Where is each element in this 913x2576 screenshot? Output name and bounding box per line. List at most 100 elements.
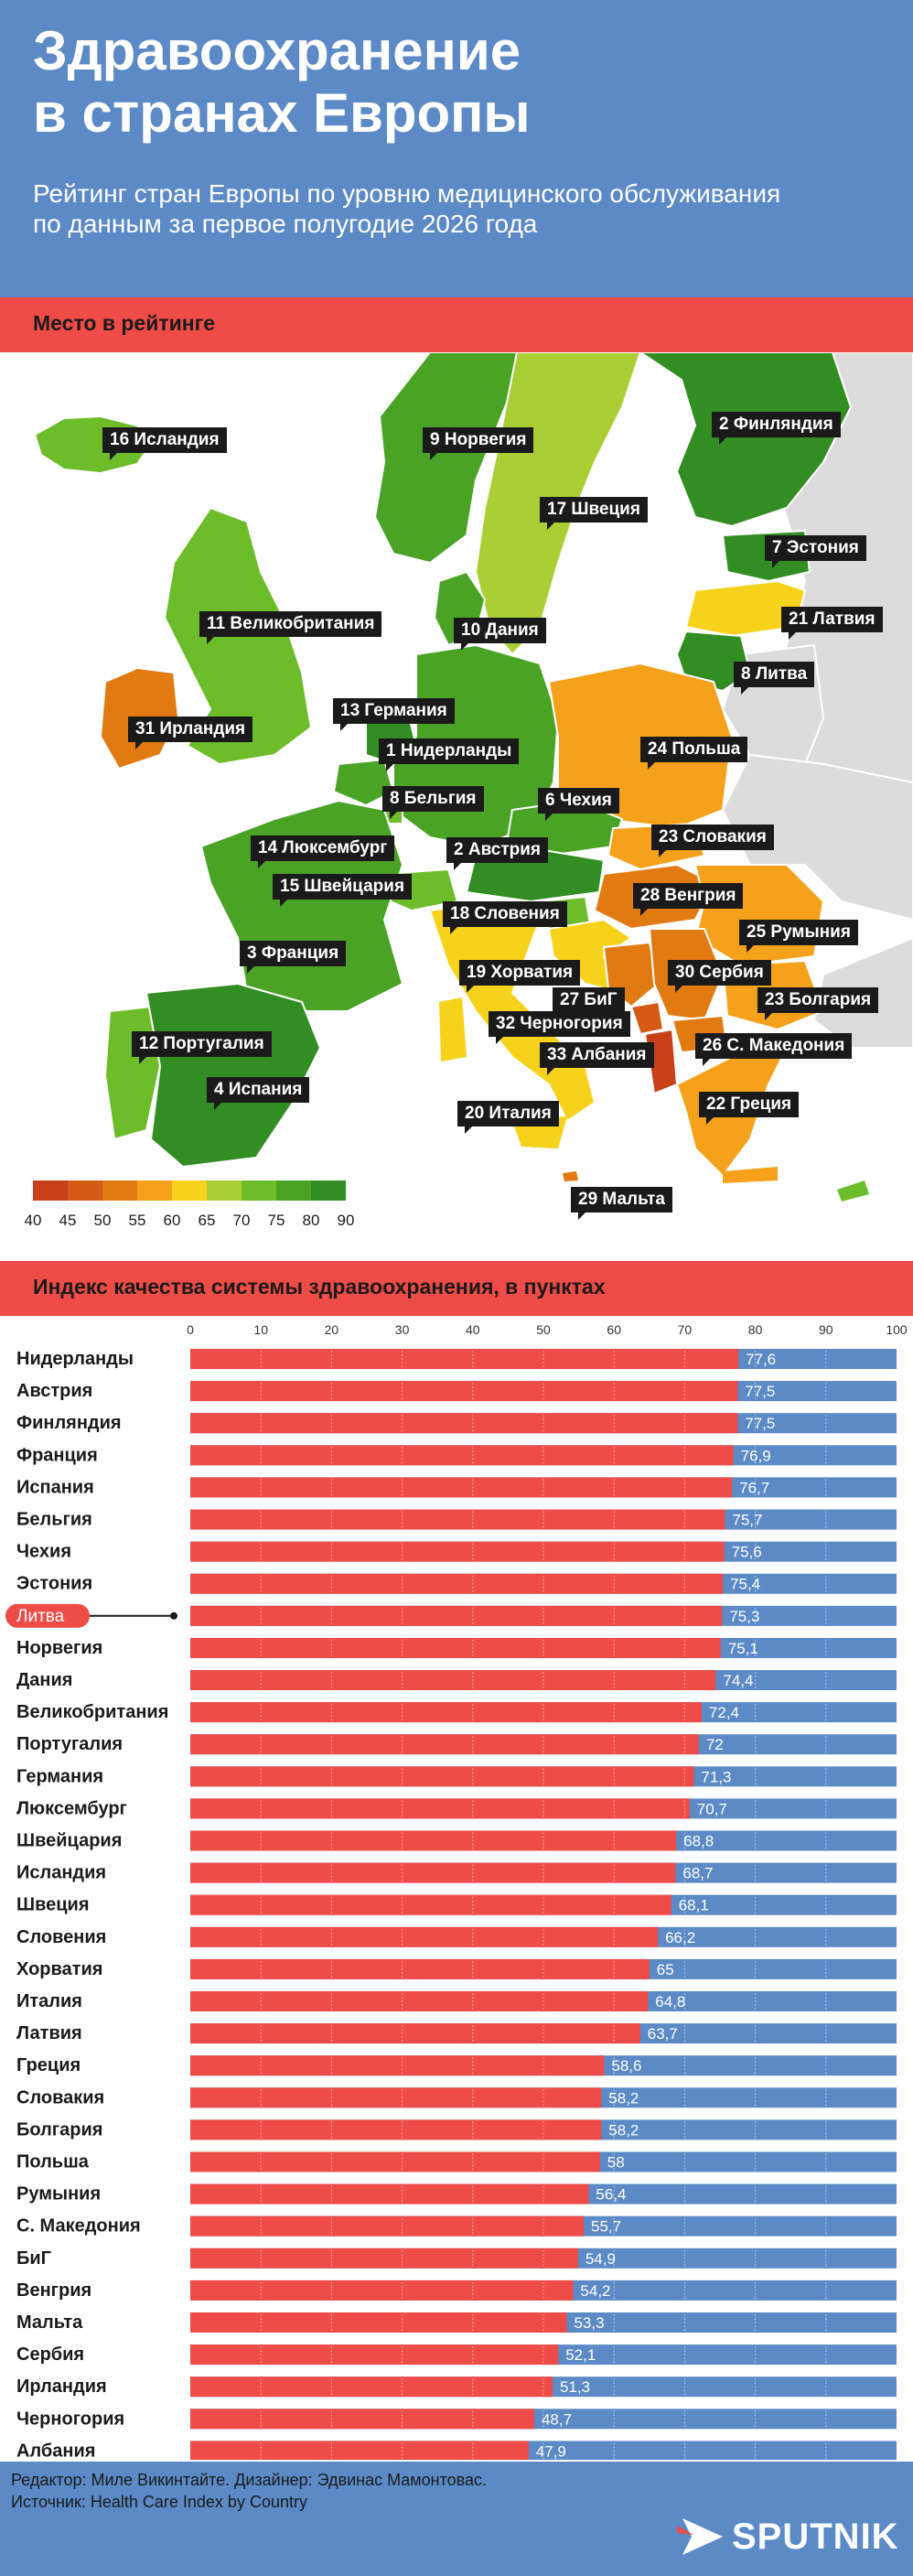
map-label: 8 Бельгия xyxy=(382,786,484,819)
footer xyxy=(0,2462,913,2576)
legend-tick-label: 45 xyxy=(59,1212,77,1229)
romania-shape xyxy=(693,864,825,967)
title-line-1: Здравоохранение xyxy=(33,20,521,81)
category-label: Великобритания xyxy=(16,1702,168,1722)
bar xyxy=(190,1413,738,1434)
map-label: 28 Венгрия xyxy=(633,883,744,916)
legend-tick-label: 70 xyxy=(232,1212,251,1229)
bar-value-label: 58,6 xyxy=(611,2057,641,2075)
bar-value-label: 65 xyxy=(657,1961,674,1978)
category-label: Эстония xyxy=(16,1574,92,1594)
map-label: 13 Германия xyxy=(333,698,455,731)
bar xyxy=(190,1894,671,1915)
bar xyxy=(190,2023,640,2044)
category-label: Венгрия xyxy=(16,2280,91,2301)
map-section-bar: Место в рейтинге xyxy=(0,297,913,352)
map-label: 20 Италия xyxy=(457,1101,559,1134)
category-label: С. Македония xyxy=(16,2216,141,2236)
map-label: 9 Норвегия xyxy=(423,427,534,460)
x-tick-label: 80 xyxy=(748,1322,763,1337)
legend-swatch xyxy=(33,1180,68,1201)
bar-value-label: 68,8 xyxy=(683,1833,714,1850)
x-tick-label: 30 xyxy=(395,1322,410,1337)
index-chart: 0 10 20 30 40 50 60 70 80 90 100 77,6 Нидерланды 77,5… xyxy=(0,1316,913,2460)
category-label: Литва xyxy=(16,1607,65,1626)
category-label: Бельгия xyxy=(16,1510,92,1530)
legend-tick-label: 75 xyxy=(267,1212,285,1229)
france-shape xyxy=(199,799,404,1012)
bar-value-label: 70,7 xyxy=(697,1800,727,1817)
map-label: 23 Словакия xyxy=(651,825,774,857)
legend-swatch xyxy=(102,1180,137,1201)
crete-shape xyxy=(723,1167,778,1183)
map-label: 8 Литва xyxy=(734,662,815,695)
credits-line-2: Источник: Health Care Index by Country xyxy=(11,2493,307,2511)
category-label: Италия xyxy=(16,1991,82,2011)
category-label: Люксембург xyxy=(16,1798,127,1818)
bar-value-label: 47,9 xyxy=(536,2442,566,2460)
index-section-bar: Индекс качества системы здравоохранения,… xyxy=(0,1261,913,1316)
legend-tick-label: 65 xyxy=(198,1212,216,1229)
bar xyxy=(190,1541,725,1562)
bar-value-label: 52,1 xyxy=(565,2346,596,2364)
bar xyxy=(190,2377,553,2398)
montenegro-shape xyxy=(629,1000,665,1036)
x-tick-label: 40 xyxy=(466,1322,480,1337)
europe-map: 16 Исландия 9 Норвегия 2 Финляндия 17 Швеци… xyxy=(0,352,913,1261)
cyprus-shape xyxy=(837,1180,869,1202)
map-label: 33 Албания xyxy=(540,1042,654,1075)
bar xyxy=(190,1734,699,1755)
bar-value-label: 58,2 xyxy=(608,2121,639,2139)
category-label: Латвия xyxy=(16,2023,82,2043)
bar xyxy=(190,1509,725,1530)
bar xyxy=(190,1766,694,1787)
category-label: Австрия xyxy=(16,1381,92,1401)
bar xyxy=(190,1958,650,1979)
category-label: Дания xyxy=(16,1670,72,1690)
title-line-2: в странах Европы xyxy=(33,82,531,144)
map-label: 12 Португалия xyxy=(132,1031,272,1064)
bar-value-label: 55,7 xyxy=(591,2218,621,2236)
sputnik-logo-icon xyxy=(677,2518,723,2555)
category-label: Болгария xyxy=(16,2119,102,2139)
category-label: Швеция xyxy=(16,1895,90,1915)
map-label: 32 Черногория xyxy=(489,1011,630,1044)
belgium-shape xyxy=(332,758,395,807)
bar-value-label: 54,9 xyxy=(585,2250,616,2268)
index-section-title: Индекс качества системы здравоохранения,… xyxy=(33,1275,606,1299)
map-label: 22 Греция xyxy=(699,1092,800,1125)
x-tick-label: 0 xyxy=(187,1322,194,1337)
bar xyxy=(190,2087,602,2108)
bar xyxy=(190,1381,738,1402)
category-label: Польша xyxy=(16,2152,90,2172)
map-label: 1 Нидерланды xyxy=(379,738,520,771)
bar-value-label: 54,2 xyxy=(580,2282,610,2300)
bar-value-label: 68,1 xyxy=(679,1897,709,1914)
bar-value-label: 48,7 xyxy=(542,2410,572,2428)
bar xyxy=(190,2280,574,2301)
map-label: 7 Эстония xyxy=(765,535,866,568)
category-label: Мальта xyxy=(16,2312,83,2333)
norway-shape xyxy=(373,352,519,565)
bar xyxy=(190,1991,649,2011)
bar xyxy=(190,2151,600,2172)
bar xyxy=(190,1798,690,1819)
credits-line-1: Редактор: Миле Викинтайте. Дизайнер: Эдв… xyxy=(11,2471,488,2489)
category-label: Португалия xyxy=(16,1734,123,1754)
bar-value-label: 63,7 xyxy=(648,2025,678,2042)
bar xyxy=(190,1573,724,1594)
category-label: Исландия xyxy=(16,1863,106,1883)
map-label: 21 Латвия xyxy=(781,607,883,640)
finland-shape xyxy=(639,352,853,528)
page-subtitle: Рейтинг стран Европы по уровню медицинск… xyxy=(33,179,781,238)
bar-value-label: 77,5 xyxy=(745,1383,775,1400)
category-label: БиГ xyxy=(16,2248,51,2269)
spain-shape xyxy=(145,982,322,1169)
legend-swatch xyxy=(242,1180,276,1201)
brand-name: SPUTNIK xyxy=(732,2517,899,2557)
bar-value-label: 68,7 xyxy=(682,1865,713,1882)
map-label: 19 Хорватия xyxy=(459,960,581,993)
bar-value-label: 75,1 xyxy=(728,1640,758,1657)
bar-value-label: 71,3 xyxy=(701,1768,731,1785)
map-label: 11 Великобритания xyxy=(199,611,382,644)
